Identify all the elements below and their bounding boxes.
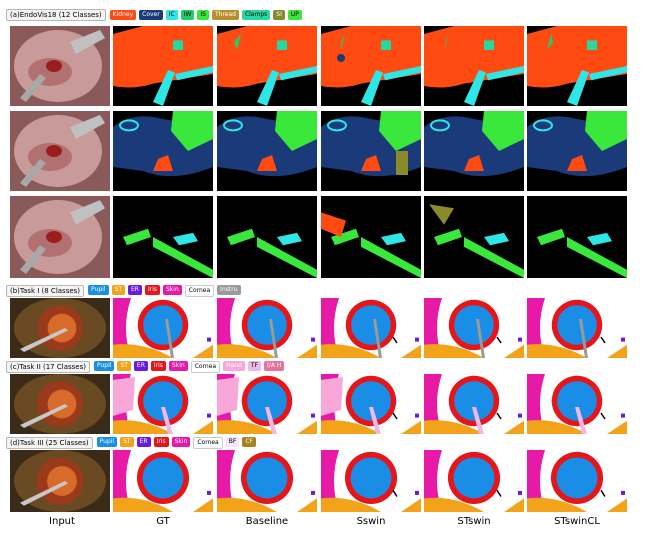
section-title: (b)Task I (8 Classes) [6,285,85,297]
column-label-baseline: Baseline [245,516,289,527]
legend-chip: ST [117,361,131,371]
section-header-task2: (c)Task II (17 Classes) Pupil ST ER Iris Ski… [6,360,285,374]
legend-chip: Skin [171,437,191,447]
segmentation-result [321,111,421,191]
legend: Kidney Cover IC IW IS Thread Clamps SI UP [109,10,302,20]
legend: Pupil ST ER Iris Skin Cornea Instru [88,285,241,297]
legend-chip: Instru [217,285,241,295]
segmentation-result [113,196,213,278]
legend-chip: SI [273,10,285,20]
segmentation-result [527,298,627,358]
segmentation-result [424,111,524,191]
segmentation-result [217,374,317,434]
segmentation-result [424,450,524,512]
segmentation-result [321,196,421,278]
section-title: (a)EndoVis18 (12 Classes) [6,9,106,21]
segmentation-result [424,374,524,434]
legend-chip: Skin [168,361,188,371]
segmentation-result [217,298,317,358]
input-image [10,196,110,278]
legend-chip: Cornea [190,361,221,373]
section-header-endovis: (a)EndoVis18 (12 Classes) Kidney Cover IC I… [6,8,302,22]
legend: Pupil ST ER Iris Skin Cornea Hand TF I/A H [93,361,285,373]
legend-chip: ST [111,285,125,295]
legend-chip: Skin [163,285,182,295]
segmentation-result [217,26,317,106]
input-image [10,374,110,434]
legend-chip: UP [287,10,302,20]
input-image [10,111,110,191]
legend-chip: Pupil [96,437,118,447]
legend-chip: IC [165,10,178,20]
section-header-task1: (b)Task I (8 Classes) Pupil ST ER Iris Skin C… [6,284,241,298]
legend-chip: Kidney [109,10,137,20]
legend-chip: Hand [223,361,245,371]
column-label-input: Input [49,516,75,527]
segmentation-result [217,111,317,191]
segmentation-result [321,450,421,512]
segmentation-result [113,450,213,512]
section-title: (c)Task II (17 Classes) [6,361,90,373]
segmentation-result [527,196,627,278]
legend-chip: Pupil [88,285,109,295]
segmentation-result [527,450,627,512]
segmentation-result [424,298,524,358]
legend-chip: I/A H [264,361,285,371]
segmentation-result [321,26,421,106]
legend-chip: Iris [144,285,160,295]
input-image [10,26,110,106]
segmentation-result [113,374,213,434]
segmentation-result [113,26,213,106]
column-label-gt: GT [156,516,170,527]
segmentation-result [527,374,627,434]
column-label-sswin: Sswin [356,516,386,527]
legend-chip: Pupil [93,361,115,371]
segmentation-result [424,196,524,278]
segmentation-result [424,26,524,106]
legend-chip: Cornea [193,437,223,449]
input-image [10,450,110,512]
legend-chip: ER [128,285,142,295]
legend-chip: CF [242,437,256,447]
legend-chip: IS [197,10,209,20]
legend-chip: ER [133,361,148,371]
segmentation-result [527,26,627,106]
segmentation-result [527,111,627,191]
legend-chip: Thread [211,10,239,20]
legend-chip: ST [120,437,134,447]
legend-chip: Clamps [241,10,271,20]
segmentation-result [113,111,213,191]
section-header-task3: (d)Task III (25 Classes) Pupil ST ER Iris Sk… [6,436,256,450]
input-image [10,298,110,358]
legend-chip: ER [136,437,151,447]
legend-chip: IW [180,10,195,20]
section-title: (d)Task III (25 Classes) [6,437,93,449]
segmentation-result [217,450,317,512]
legend-chip: BF [225,437,240,447]
legend-chip: TF [247,361,262,371]
column-label-stswin: STswin [457,516,491,527]
segmentation-result [217,196,317,278]
column-label-stswincl: STswinCL [554,516,600,527]
segmentation-result [113,298,213,358]
legend-chip: Cover [139,10,163,20]
legend-chip: Iris [153,437,169,447]
segmentation-result [321,374,421,434]
legend-chip: Iris [150,361,166,371]
segmentation-result [321,298,421,358]
legend: Pupil ST ER Iris Skin Cornea BF CF [96,437,256,449]
legend-chip: Cornea [184,285,215,297]
